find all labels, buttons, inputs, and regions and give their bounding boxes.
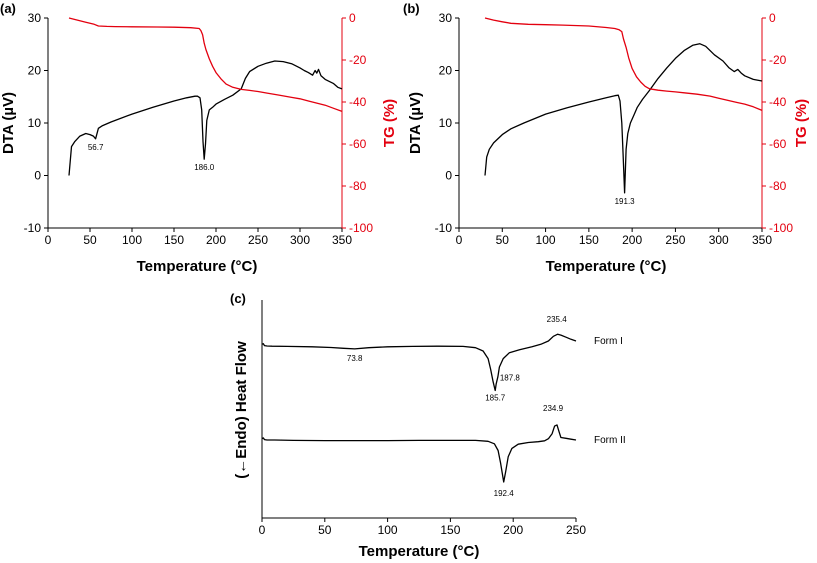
panel-c-x-tick-label: 50 bbox=[318, 523, 332, 537]
panel-b-x-tick-label: 300 bbox=[709, 233, 729, 247]
panel-b-x-tick-label: 200 bbox=[622, 233, 642, 247]
panel-b-peak-label: 191.3 bbox=[615, 197, 636, 206]
panel-c-x-tick-label: 150 bbox=[440, 523, 460, 537]
panel-c-peak-label: 187.8 bbox=[500, 374, 521, 383]
panel-a-x-tick-label: 200 bbox=[206, 233, 226, 247]
panel-a-peak-label: 56.7 bbox=[88, 143, 104, 152]
panel-b-y2-axis-label: TG (%) bbox=[793, 99, 810, 147]
panel-a-y2-tick-label: -60 bbox=[349, 137, 367, 151]
panel-c-peak-label: 234.9 bbox=[543, 404, 564, 413]
panel-a-x-axis-label: Temperature (°C) bbox=[137, 258, 258, 275]
panel-a-peak-label: 186.0 bbox=[194, 163, 215, 172]
panel-a-x-tick-label: 100 bbox=[122, 233, 142, 247]
panel-c-peak-label: 185.7 bbox=[485, 394, 506, 403]
panel-b-y-tick-label: 0 bbox=[445, 169, 452, 183]
panel-a-y2-axis-label: TG (%) bbox=[381, 99, 398, 147]
panel-b-x-tick-label: 50 bbox=[496, 233, 510, 247]
panel-a-y-tick-label: 10 bbox=[28, 116, 42, 130]
panel-b-x-tick-label: 100 bbox=[536, 233, 556, 247]
panel-c-x-axis-label: Temperature (°C) bbox=[359, 543, 480, 560]
panel-a-y2-tick-label: -40 bbox=[349, 95, 367, 109]
panel-a-y-tick-label: -10 bbox=[24, 221, 42, 235]
panel-b-x-tick-label: 0 bbox=[456, 233, 463, 247]
panel-b-y2-tick-label: -60 bbox=[769, 137, 787, 151]
panel-a-y-axis-label: DTA (µV) bbox=[0, 92, 17, 154]
panel-a-x-tick-label: 250 bbox=[248, 233, 268, 247]
panel-a-x-tick-label: 0 bbox=[45, 233, 52, 247]
panel-a-y-tick-label: 30 bbox=[28, 11, 42, 25]
panel-a-y2-tick-label: -20 bbox=[349, 53, 367, 67]
panel-c-form-i-line bbox=[261, 333, 577, 392]
panel-a-label: (a) bbox=[0, 1, 16, 16]
panel-a-dta-line bbox=[68, 60, 343, 176]
panel-b-y-tick-label: 10 bbox=[439, 116, 453, 130]
panel-c-legend-form-i: Form I bbox=[594, 336, 623, 347]
panel-a-y2-tick-label: -100 bbox=[349, 221, 373, 235]
panel-c-x-tick-label: 0 bbox=[259, 523, 266, 537]
panel-b-x-axis-label: Temperature (°C) bbox=[546, 258, 667, 275]
panel-b-label: (b) bbox=[403, 1, 420, 16]
panel-c-peak-label: 73.8 bbox=[347, 354, 363, 363]
panel-b-y-tick-label: 20 bbox=[439, 64, 453, 78]
panel-b-tg-line bbox=[484, 17, 763, 112]
panel-b-x-tick-label: 250 bbox=[665, 233, 685, 247]
panel-a-x-tick-label: 350 bbox=[332, 233, 352, 247]
panel-b-y2-tick-label: -40 bbox=[769, 95, 787, 109]
panel-b-x-tick-label: 350 bbox=[752, 233, 772, 247]
panel-c: (c) 0 50 100 150 200 250 73.8 185.7 187.8 235.4 19… bbox=[230, 291, 626, 560]
panel-b-y-tick-label: 30 bbox=[439, 11, 453, 25]
panel-b-y-axis-label: DTA (µV) bbox=[407, 92, 424, 154]
panel-b-y2-tick-label: -80 bbox=[769, 179, 787, 193]
panel-b-x-tick-label: 150 bbox=[579, 233, 599, 247]
panel-c-x-tick-label: 200 bbox=[503, 523, 523, 537]
panel-b-y-tick-label: -10 bbox=[435, 221, 453, 235]
panel-c-axes: 0 50 100 150 200 250 73.8 185.7 187.8 235.4 192.4 2… bbox=[259, 300, 626, 537]
panel-a-y-tick-label: 0 bbox=[34, 169, 41, 183]
panel-a-x-tick-label: 150 bbox=[164, 233, 184, 247]
panel-c-form-ii-line bbox=[261, 424, 577, 483]
panel-a-x-tick-label: 300 bbox=[290, 233, 310, 247]
panel-a-x-tick-label: 50 bbox=[83, 233, 97, 247]
panel-b-y2-tick-label: 0 bbox=[769, 11, 776, 25]
panel-b-dta-line bbox=[484, 43, 763, 194]
panel-a-y2-tick-label: -80 bbox=[349, 179, 367, 193]
panel-b-y2-tick-label: -100 bbox=[769, 221, 793, 235]
panel-c-y-axis-label: (←Endo) Heat Flow bbox=[233, 341, 250, 479]
panel-a-tg-line bbox=[68, 17, 343, 113]
panel-c-x-tick-label: 250 bbox=[566, 523, 586, 537]
panel-c-x-tick-label: 100 bbox=[378, 523, 398, 537]
panel-c-peak-label: 192.4 bbox=[494, 489, 515, 498]
panel-a-y2-tick-label: 0 bbox=[349, 11, 356, 25]
panel-c-legend-form-ii: Form II bbox=[594, 435, 626, 446]
panel-a-y-tick-label: 20 bbox=[28, 64, 42, 78]
panel-c-peak-label: 235.4 bbox=[547, 315, 568, 324]
panel-c-label: (c) bbox=[230, 291, 246, 306]
panel-b-y2-tick-label: -20 bbox=[769, 53, 787, 67]
